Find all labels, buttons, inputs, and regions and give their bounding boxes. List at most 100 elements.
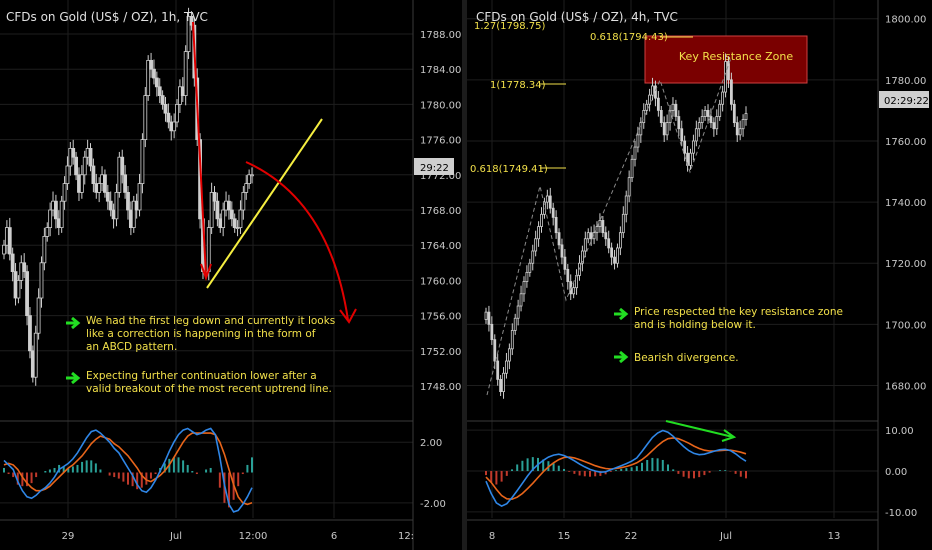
candle-body [662, 122, 666, 136]
resistance-zone-label: Key Resistance Zone [679, 50, 793, 63]
candle-body [589, 232, 593, 240]
candle-body [186, 15, 191, 53]
price-tick: 1788.00 [420, 30, 461, 41]
price-tick: 1752.00 [420, 347, 461, 358]
candle-body [741, 119, 745, 130]
candle-body [247, 174, 252, 185]
candle-body [137, 183, 142, 211]
candle-body [221, 209, 226, 229]
candle-body [537, 226, 540, 240]
candle-body [65, 165, 70, 185]
candle-body [250, 174, 254, 177]
candle-body [548, 195, 552, 209]
right-note-line-2: and is holding below it. [634, 319, 756, 331]
candle-body [519, 293, 523, 307]
candle-body [607, 238, 611, 249]
candle-body [618, 232, 622, 249]
time-tick: 6 [331, 531, 337, 542]
candle-body [88, 147, 93, 167]
candle-body [45, 227, 50, 237]
right-chart-title: CFDs on Gold (US$ / OZ), 4h, TVC [476, 10, 678, 24]
right-price-axis: 1800.00 1780.00 1760.00 1740.00 1720.00 1700.… [885, 15, 926, 393]
candle-body [131, 200, 136, 228]
price-tick: 1780.00 [420, 100, 461, 111]
right-macd-panel [485, 429, 747, 508]
candle-body [624, 195, 628, 215]
candle-body [703, 109, 707, 117]
candle-body [534, 238, 538, 252]
candle-body [91, 165, 96, 185]
right-swing-guide [486, 57, 732, 396]
candle-body [700, 116, 704, 124]
candle-body [566, 268, 570, 282]
macd-tick: -10.00 [885, 508, 917, 519]
candle-body [152, 68, 156, 79]
candle-body [563, 256, 567, 270]
candle-body [513, 317, 517, 331]
candle-body [175, 104, 179, 123]
candle-body [721, 91, 725, 105]
candle-body [149, 60, 153, 70]
arrow-icon [66, 316, 81, 330]
left-macd-panel [3, 427, 253, 513]
candle-body [42, 235, 47, 264]
candle-body [172, 121, 177, 132]
candle-body [531, 250, 535, 264]
candle-body [82, 156, 87, 176]
left-first-leg-arrow [192, 21, 212, 281]
candle-body [718, 103, 722, 117]
candle-body [209, 191, 214, 228]
candle-body [636, 134, 640, 148]
candle-body [654, 85, 657, 99]
right-candles [484, 53, 748, 399]
candle-body [238, 209, 243, 229]
macd-line [3, 427, 253, 513]
candle-body [108, 200, 113, 211]
candle-body [16, 279, 21, 299]
chart-divider[interactable] [462, 0, 467, 550]
fib-levels: 1.27(1798.75) 0.618(1794.43) 1(1778.34) … [470, 21, 693, 175]
candle-body [683, 140, 687, 154]
candle-body [241, 191, 246, 211]
left-note-line-4: Expecting further continuation lower aft… [86, 370, 317, 382]
left-time-axis: 29 Jul 12:00 6 12: [62, 531, 414, 542]
macd-tick: 0.00 [885, 467, 907, 478]
candle-body [665, 122, 669, 136]
price-tick: 1768.00 [420, 206, 461, 217]
right-chart: Key Resistance Zone 1.27(1798.75) 0.618(… [467, 0, 929, 550]
candle-body [157, 86, 162, 97]
price-tick: 1760.00 [885, 137, 926, 148]
candle-body [10, 253, 15, 273]
svg-text:29:22: 29:22 [420, 163, 449, 174]
price-tick: 1748.00 [420, 382, 461, 393]
candle-body [215, 200, 220, 220]
left-projection-arrow [245, 161, 357, 324]
time-tick: 12:00 [239, 531, 268, 542]
arrow-icon [66, 371, 81, 385]
candle-body [604, 232, 608, 240]
arrow-icon [614, 350, 629, 364]
macd-tick: -2.00 [420, 499, 446, 510]
candle-body [724, 61, 727, 93]
candle-body [74, 156, 78, 176]
right-time-axis: 8 15 22 Jul 13 [489, 531, 841, 542]
candle-body [232, 218, 237, 229]
candle-body [143, 95, 148, 140]
candle-body [715, 116, 719, 130]
left-note-line-2: like a correction is happening in the fo… [86, 328, 316, 340]
candle-body [25, 271, 29, 317]
candle-body [22, 262, 27, 272]
arrow-icon [614, 307, 629, 321]
candle-body [648, 94, 651, 105]
time-tick: Jul [719, 531, 732, 542]
candle-body [738, 128, 742, 136]
candle-body [54, 200, 58, 220]
candle-body [551, 207, 555, 218]
candle-body [235, 227, 240, 230]
candle-body [105, 191, 110, 202]
candle-body [123, 174, 128, 193]
right-note-1: Price respected the key resistance zone … [614, 306, 843, 331]
candle-body [154, 77, 159, 88]
time-tick: 29 [62, 531, 75, 542]
